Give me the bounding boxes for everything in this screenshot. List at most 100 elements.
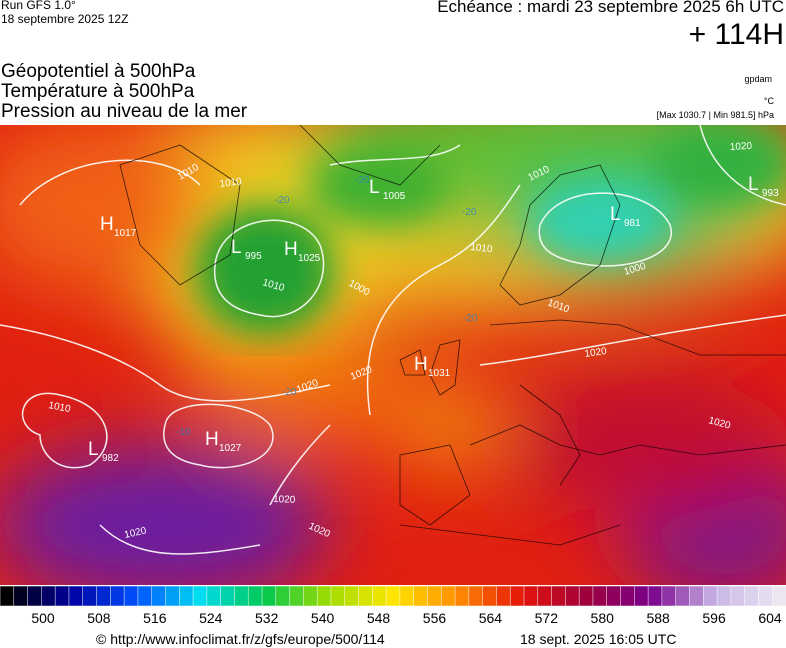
centre-value: 982 (102, 453, 119, 464)
colorbar-label: 508 (87, 610, 111, 626)
colorbar-swatch (496, 586, 511, 607)
colorbar-swatch (454, 586, 470, 607)
colorbar-label: 516 (143, 610, 167, 626)
colorbar-swatch (771, 586, 786, 607)
colorbar: 500 508 516 524 532 540 548 556 564 572 580 588 596 6… (0, 586, 786, 626)
colorbar-swatch (372, 586, 387, 607)
temperature-label: -20 (355, 175, 370, 186)
colorbar-label: 564 (479, 610, 503, 626)
colorbar-swatch (110, 586, 125, 607)
colorbar-swatch (96, 586, 112, 607)
colorbar-swatch (303, 586, 318, 607)
colorbar-swatch (413, 586, 429, 607)
generated-time: 18 sept. 2025 16:05 UTC (520, 631, 677, 647)
colorbar-label: 580 (591, 610, 615, 626)
centre-letter: H (284, 239, 298, 260)
colorbar-swatch (716, 586, 732, 607)
centre-value: 993 (762, 188, 779, 199)
field-1: Géopotentiel à 500hPa (1, 61, 196, 82)
colorbar-swatch (275, 586, 291, 607)
isobar-label: 1010 (470, 242, 494, 255)
centre-value: 1017 (114, 228, 137, 239)
colorbar-swatch (68, 586, 84, 607)
colorbar-swatch (634, 586, 649, 607)
colorbar-swatch (179, 586, 194, 607)
colorbar-swatch (592, 586, 608, 607)
colorbar-swatch (206, 586, 222, 607)
unit-gpdam: gpdam (744, 74, 772, 84)
colorbar-swatch (758, 586, 773, 607)
temperature-label: -20 (463, 313, 478, 324)
temperature-label: -20 (282, 387, 297, 398)
colorbar-swatch (13, 586, 29, 607)
centre-letter: L (88, 439, 99, 460)
colorbar-swatch (647, 586, 663, 607)
colorbar-swatch (41, 586, 56, 607)
colorbar-swatch (551, 586, 567, 607)
centre-value: 1031 (428, 368, 451, 379)
colorbar-swatch (27, 586, 43, 607)
colorbar-swatch (82, 586, 98, 607)
colorbar-label: 588 (646, 610, 670, 626)
valid-time: Echéance : mardi 23 septembre 2025 6h UT… (437, 0, 784, 16)
run-date: 18 septembre 2025 12Z (1, 12, 129, 26)
colorbar-label: 540 (311, 610, 335, 626)
colorbar-swatch (165, 586, 181, 607)
centre-letter: L (369, 177, 380, 198)
colorbar-swatch (427, 586, 443, 607)
isobar-label: 1020 (123, 525, 147, 540)
colorbar-swatch (578, 586, 594, 607)
colorbar-swatch (358, 586, 374, 607)
isobar-label: 1020 (273, 494, 296, 506)
colorbar-swatch (565, 586, 580, 607)
colorbar-label: 524 (199, 610, 223, 626)
isobar-label: 1020 (730, 141, 753, 153)
centre-value: 981 (624, 218, 641, 229)
colorbar-swatch (689, 586, 705, 607)
colorbar-swatch (234, 586, 249, 607)
colorbar-swatch (482, 586, 498, 607)
centre-letter: L (231, 237, 242, 258)
colorbar-swatch (620, 586, 636, 607)
centre-letter: L (610, 204, 621, 225)
centre-value: 1025 (298, 253, 321, 264)
temperature-label: -20 (462, 207, 477, 218)
centre-value: 995 (245, 251, 262, 262)
field-2: Température à 500hPa (1, 81, 195, 102)
colorbar-swatch (703, 586, 718, 607)
colorbar-swatch (441, 586, 456, 607)
run-label: Run GFS 1.0° (1, 0, 76, 12)
isobar-label: 1010 (219, 176, 243, 190)
colorbar-label: 532 (255, 610, 279, 626)
isobar-label: 1020 (584, 346, 608, 360)
colorbar-label: 572 (535, 610, 559, 626)
isobar-label: 1010 (47, 400, 71, 415)
colorbar-swatch (468, 586, 484, 607)
temperature-label: -10 (176, 427, 191, 438)
colorbar-label: 604 (758, 610, 782, 626)
colorbar-swatch (523, 586, 539, 607)
colorbar-label: 556 (423, 610, 447, 626)
centre-letter: H (414, 354, 428, 375)
colorbar-label: 596 (702, 610, 726, 626)
centre-value: 1027 (219, 443, 242, 454)
colorbar-swatch (316, 586, 332, 607)
centre-letter: H (100, 214, 114, 235)
colorbar-swatch (606, 586, 622, 607)
colorbar-swatch (385, 586, 401, 607)
colorbar-swatch (537, 586, 553, 607)
colorbar-swatch (123, 586, 139, 607)
colorbar-swatch (744, 586, 760, 607)
centre-value: 1005 (383, 191, 406, 202)
colorbar-swatch (54, 586, 70, 607)
field-3: Pression au niveau de la mer (1, 101, 248, 122)
centre-letter: H (205, 429, 219, 450)
colorbar-swatch (730, 586, 746, 607)
colorbar-swatch (509, 586, 525, 607)
colorbar-swatch (344, 586, 360, 607)
centre-letter: L (748, 174, 759, 195)
colorbar-swatch (151, 586, 167, 607)
pressure-range: [Max 1030.7 | Min 981.5] hPa (656, 110, 774, 120)
colorbar-swatch (399, 586, 415, 607)
